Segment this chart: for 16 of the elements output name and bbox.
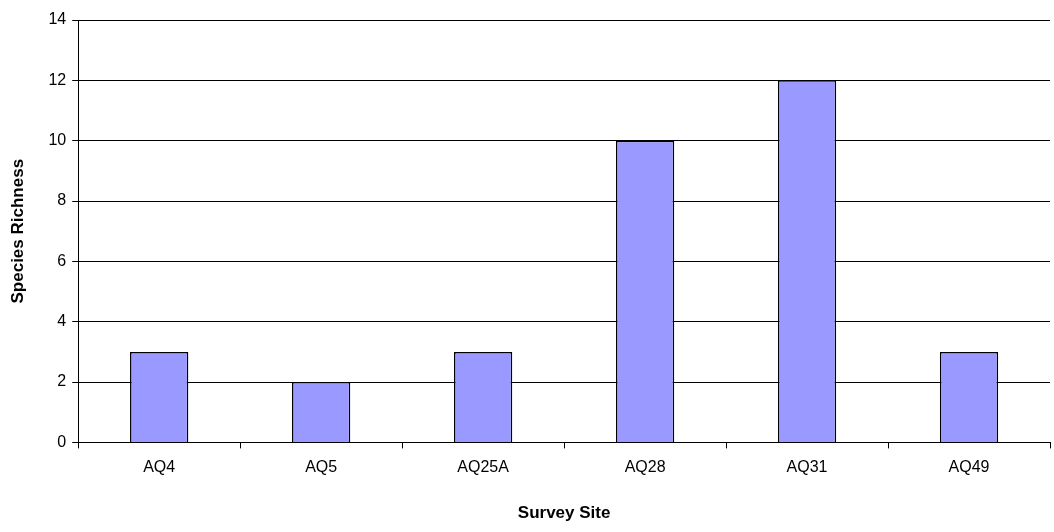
x-tick-label: AQ49 [948,458,990,476]
y-tick-label: 6 [57,251,67,269]
x-tick-label: AQ4 [143,458,176,476]
x-tick-label: AQ5 [305,458,338,476]
y-tick-label: 2 [57,372,67,390]
x-tick-label: AQ25A [457,458,510,476]
y-tick-label: 14 [48,10,67,28]
y-tick-label: 10 [48,131,67,149]
x-tick-label: AQ31 [786,458,828,476]
y-tick-label: 0 [57,432,67,450]
y-axis-title: Species Richness [7,158,27,304]
x-tick-label: AQ28 [624,458,666,476]
y-tick-label: 8 [57,191,67,209]
x-axis-title: Survey Site [517,503,611,523]
y-tick-label: 4 [57,312,67,330]
y-tick-label: 12 [48,70,67,88]
